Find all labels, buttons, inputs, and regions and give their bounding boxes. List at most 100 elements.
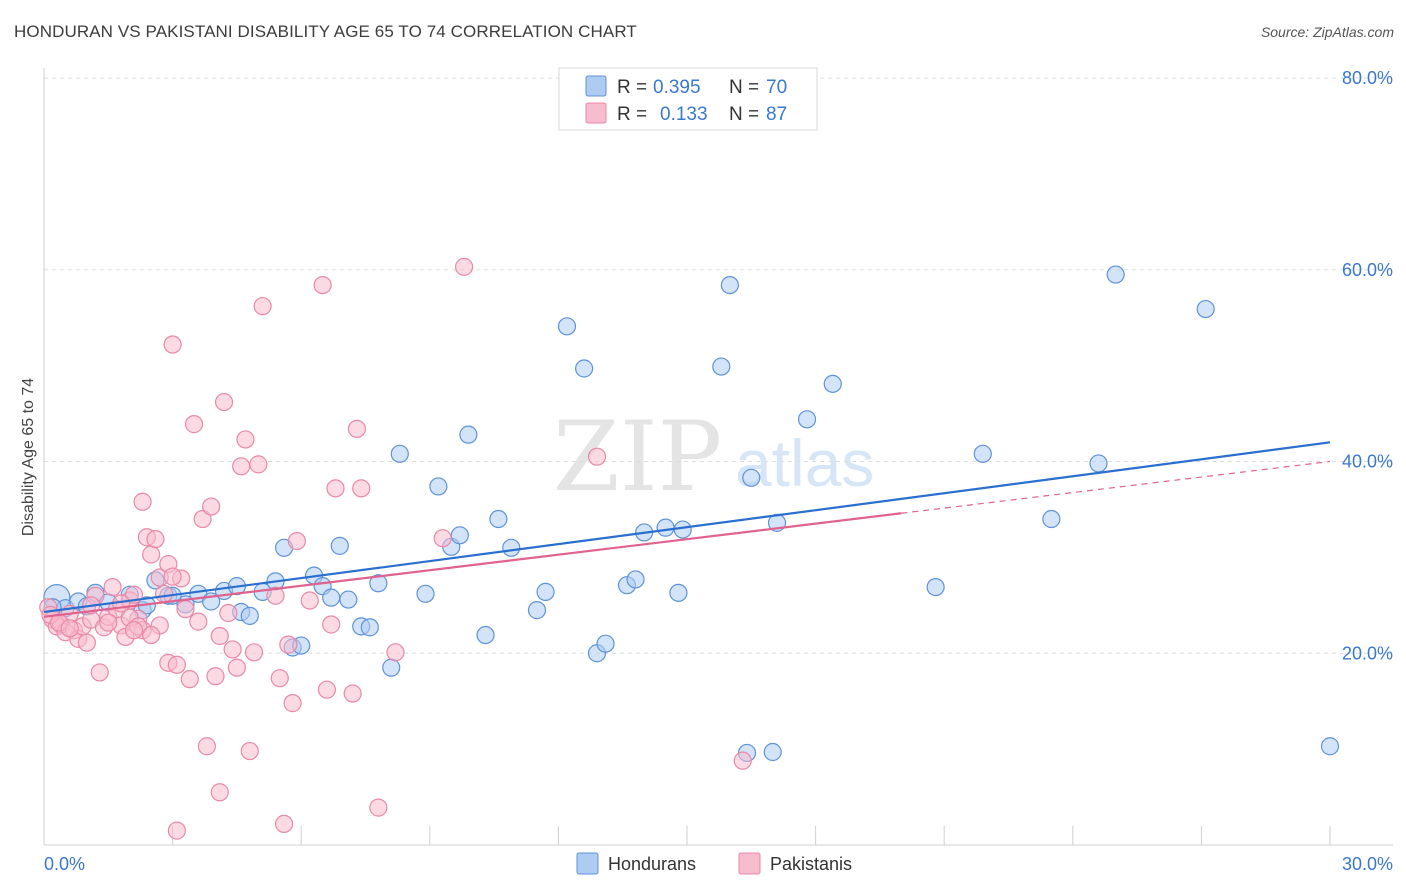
hondurans-point [459,425,478,444]
pakistanis-point [274,814,294,834]
pakistanis-point [189,612,208,631]
legend-n-label-1: N = [729,77,759,98]
pakistanis-point [219,603,238,623]
pakistanis-point [176,600,195,619]
legend-n-label-2: N = [729,104,759,125]
pakistanis-point [206,667,225,686]
hondurans-point [763,742,782,762]
hondurans-point [823,374,842,393]
hondurans-point [429,477,448,496]
hondurans-point [390,444,409,463]
trend-lines [43,441,1331,618]
x-tick-marks [172,826,1331,845]
hondurans-point [720,275,739,295]
hondurans-point [656,518,675,537]
pakistanis-point [249,455,268,474]
legend-label-pakistanis: Pakistanis [770,854,852,874]
hondurans-point [502,538,521,557]
tick-labels: 20.0% 40.0% 60.0% 80.0% 0.0% 30.0% [44,68,1393,874]
pakistanis-trend-extension [901,460,1331,514]
source-label: Source: ZipAtlas.com [1260,24,1394,40]
hondurans-point [926,577,945,597]
hondurans-trend-line [43,441,1331,614]
hondurans-point [557,317,577,336]
legend-swatch-hondurans-bottom [576,852,599,875]
y-tick-label: 80.0% [1342,68,1393,88]
pakistanis-point [227,658,246,677]
hondurans-point [322,588,341,607]
legend-n-value-1: 70 [766,77,787,98]
pakistanis-point [210,626,229,646]
series-legend: Hondurans Pakistanis [576,852,852,875]
x-tick-label: 0.0% [44,854,85,874]
hondurans-point [1320,737,1340,756]
pakistanis-trend-line [43,512,902,618]
hondurans-point [382,658,401,677]
hondurans-point [1196,299,1215,319]
pakistanis-point [283,694,302,713]
stats-legend: R = 0.395 N = 70 R = 0.133 N = 87 [558,67,818,131]
hondurans-point [973,444,992,463]
y-tick-label: 20.0% [1342,643,1393,663]
pakistanis-point [232,457,251,476]
legend-r-value-2: 0.133 [660,104,708,125]
hondurans-point [712,357,731,376]
hondurans-point [575,359,594,378]
pakistanis-point [77,633,96,652]
pakistanis-point [99,613,118,632]
pakistanis-point [184,415,204,434]
pakistanis-point [163,567,182,586]
hondurans-point [360,618,379,637]
hondurans-point [797,410,817,429]
chart-title: HONDURAN VS PAKISTANI DISABILITY AGE 65 … [14,22,637,41]
pakistanis-point [154,584,174,603]
pakistanis-point [317,680,337,699]
y-tick-label: 40.0% [1342,452,1393,472]
legend-r-value-1: 0.395 [653,77,701,98]
pakistanis-point [180,670,199,689]
hondurans-point [450,526,469,545]
pakistanis-point [454,257,474,276]
watermark-atlas: atlas [735,426,874,500]
pakistanis-points [39,257,752,840]
hondurans-point [416,584,435,603]
hondurans-point [330,536,349,555]
pakistanis-point [167,655,186,674]
hondurans-point [527,601,547,620]
pakistanis-point [279,635,298,654]
hondurans-point [742,468,761,487]
pakistanis-point [214,392,234,412]
hondurans-point [626,570,645,589]
pakistanis-point [343,684,362,703]
pakistanis-point [313,275,332,295]
pakistanis-point [433,529,452,548]
watermark-zip: ZIP [553,401,722,513]
pakistanis-point [60,619,79,638]
pakistanis-point [124,621,144,640]
pakistanis-point [322,615,341,634]
legend-n-value-2: 87 [766,104,787,125]
pakistanis-point [146,530,165,549]
pakistanis-point [193,509,212,529]
pakistanis-point [167,821,186,840]
pakistanis-point [369,798,388,817]
legend-label-hondurans: Hondurans [608,854,696,874]
pakistanis-point [142,625,161,645]
hondurans-point [536,582,555,601]
pakistanis-point [210,783,229,802]
pakistanis-point [240,741,259,761]
legend-r-label-2: R = [617,104,647,125]
pakistanis-point [733,751,752,770]
pakistanis-point [266,586,285,605]
hondurans-point [669,583,688,602]
pakistanis-point [326,479,345,498]
pakistanis-point [300,591,319,610]
legend-r-label-1: R = [617,77,647,98]
pakistanis-point [133,492,152,511]
hondurans-point [489,509,508,529]
pakistanis-point [223,640,242,659]
y-tick-label: 60.0% [1342,260,1393,280]
hondurans-point [1106,265,1125,284]
pakistanis-point [587,447,607,466]
